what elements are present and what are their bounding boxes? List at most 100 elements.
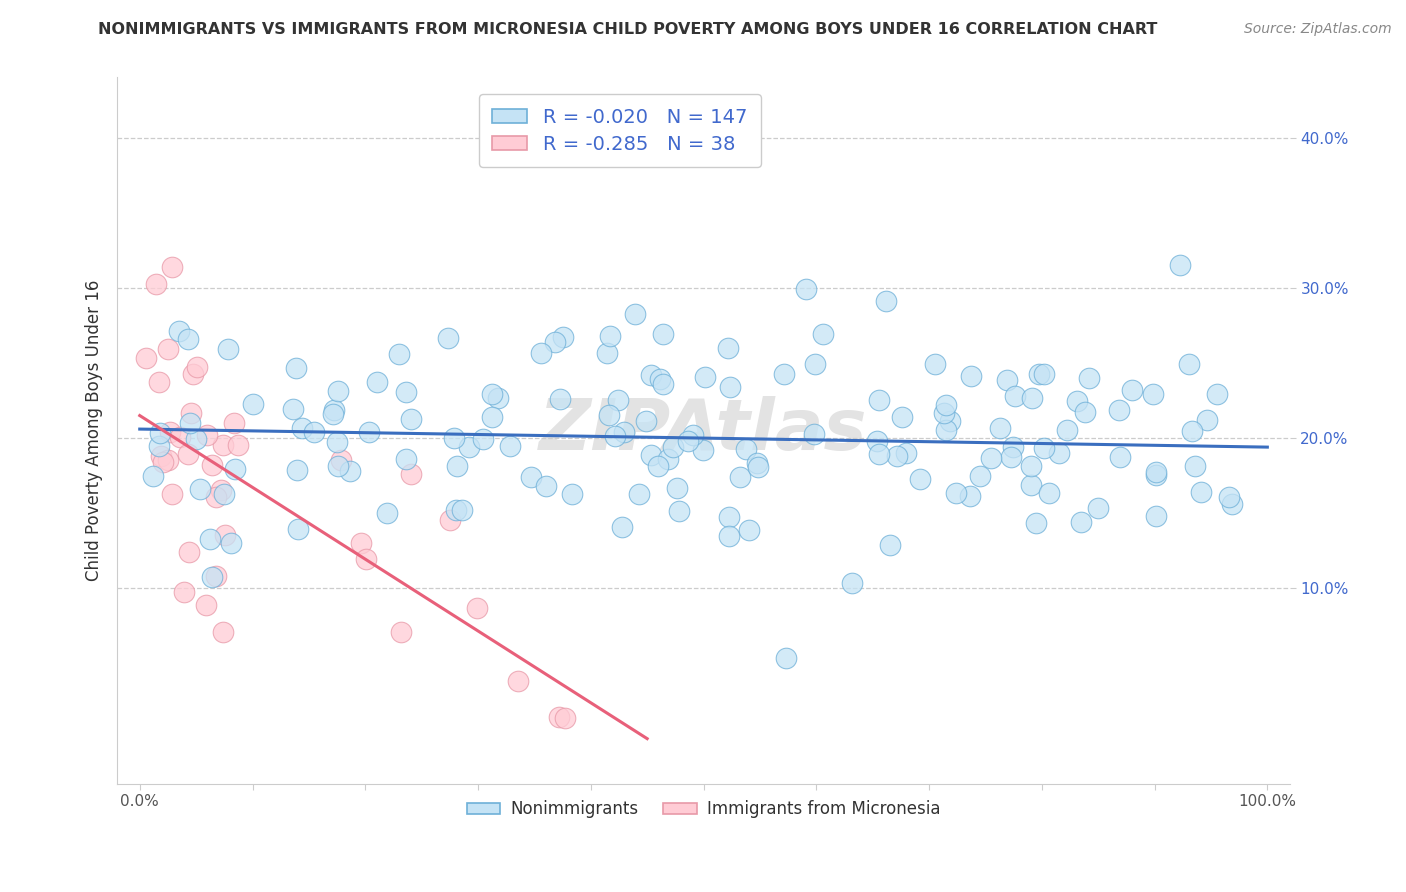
Point [735,442,758,456]
Point [599,329,621,343]
Point [135,351,157,366]
Point [554,711,576,725]
Point [339,464,361,478]
Point [1144,468,1167,483]
Point [935,398,957,412]
Point [935,423,957,437]
Point [1032,441,1054,455]
Point [1028,367,1050,381]
Point [1087,501,1109,516]
Point [886,450,908,464]
Point [939,414,962,428]
Point [399,467,422,482]
Point [159,425,181,439]
Point [302,425,325,439]
Point [668,504,690,518]
Point [156,453,179,467]
Point [990,420,1012,434]
Point [184,432,207,446]
Point [894,446,917,460]
Point [359,425,381,439]
Point [651,326,673,341]
Point [1144,509,1167,524]
Point [224,416,246,430]
Point [394,452,416,467]
Point [717,341,740,355]
Point [217,343,239,357]
Point [149,425,172,440]
Point [322,402,344,417]
Point [1108,403,1130,417]
Point [481,410,503,425]
Point [879,538,901,552]
Point [195,598,218,612]
Point [142,468,165,483]
Point [1001,441,1024,455]
Point [866,434,889,449]
Point [841,576,863,591]
Point [624,307,647,321]
Point [932,407,955,421]
Point [1066,394,1088,409]
Point [547,709,569,723]
Point [910,472,932,486]
Point [1004,389,1026,403]
Point [651,377,673,392]
Point [291,421,314,435]
Point [745,456,768,470]
Y-axis label: Child Poverty Among Boys Under 16: Child Poverty Among Boys Under 16 [86,280,103,582]
Point [389,624,412,639]
Point [167,324,190,338]
Point [1218,490,1240,504]
Point [481,387,503,401]
Point [177,332,200,346]
Point [636,414,658,428]
Point [224,462,246,476]
Point [1021,458,1043,473]
Point [281,402,304,417]
Point [212,487,235,501]
Point [1000,450,1022,464]
Point [439,513,461,527]
Point [209,483,232,497]
Point [598,408,620,422]
Point [226,438,249,452]
Point [995,373,1018,387]
Point [204,568,226,582]
Point [356,552,378,566]
Point [640,448,662,462]
Point [349,536,371,550]
Point [868,447,890,461]
Point [366,376,388,390]
Point [612,520,634,534]
Point [875,293,897,308]
Point [204,490,226,504]
Point [720,380,742,394]
Point [219,535,242,549]
Point [190,482,212,496]
Point [1168,258,1191,272]
Point [682,427,704,442]
Point [959,368,981,383]
Point [186,360,208,375]
Point [375,506,398,520]
Point [149,449,172,463]
Point [1144,465,1167,479]
Point [1178,357,1201,371]
Point [747,459,769,474]
Point [157,342,180,356]
Point [177,447,200,461]
Point [606,392,628,407]
Point [530,346,553,360]
Point [458,440,481,454]
Point [328,458,350,473]
Point [794,283,817,297]
Text: Source: ZipAtlas.com: Source: ZipAtlas.com [1244,22,1392,37]
Point [181,367,204,381]
Point [436,331,458,345]
Point [467,600,489,615]
Point [1074,405,1097,419]
Point [647,458,669,473]
Point [395,385,418,400]
Point [1047,446,1070,460]
